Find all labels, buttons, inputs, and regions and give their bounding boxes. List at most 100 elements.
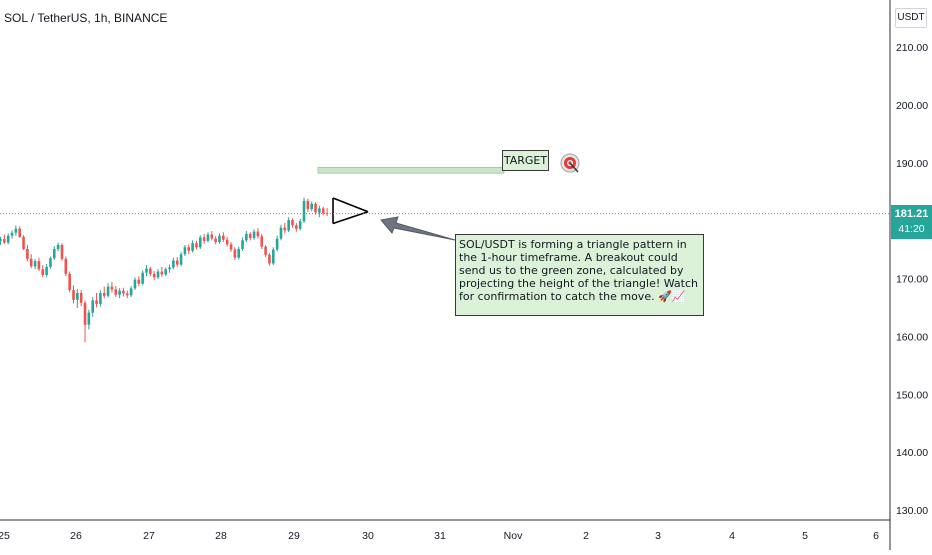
candle-body <box>222 235 225 240</box>
candle-body <box>76 292 79 300</box>
y-tick-label: 170.00 <box>896 274 928 286</box>
x-tick-label: 30 <box>362 530 374 542</box>
triangle-lower-line <box>332 211 369 225</box>
candle-body <box>122 290 125 294</box>
candle-body <box>99 292 102 304</box>
candle-body <box>318 208 321 213</box>
candle-body <box>60 244 64 259</box>
y-tick-label: 140.00 <box>896 447 928 459</box>
x-tick-label: 27 <box>143 530 155 542</box>
candle-body <box>149 268 152 274</box>
y-tick-label: 200.00 <box>896 100 928 112</box>
candle-body <box>129 288 133 296</box>
candle-body <box>52 248 56 259</box>
candles-layer <box>0 197 329 343</box>
x-tick-label: 26 <box>70 530 82 542</box>
candle-body <box>245 233 248 241</box>
candle-body <box>202 237 206 241</box>
candle-body <box>56 244 60 249</box>
candle-body <box>141 272 144 284</box>
y-tick-label: 160.00 <box>896 331 928 343</box>
x-tick-label: Nov <box>504 530 523 542</box>
analysis-callout[interactable]: SOL/USDT is forming a triangle pattern i… <box>455 234 704 316</box>
time-axis[interactable]: 25 26 27 28 29 30 31 Nov 2 3 4 5 6 <box>0 519 890 542</box>
candle-body <box>118 290 121 295</box>
candle-body <box>72 290 75 300</box>
candle-body <box>225 239 229 245</box>
x-tick-label: 29 <box>288 530 300 542</box>
candle-body <box>183 247 187 255</box>
candle-body <box>314 203 317 213</box>
y-tick-label: 130.00 <box>896 505 928 517</box>
candle-body <box>302 200 306 222</box>
candle-body <box>18 228 22 237</box>
x-tick-label: 2 <box>583 530 589 542</box>
candle-body <box>87 312 91 325</box>
candle-body <box>248 233 252 238</box>
candle-body <box>102 292 106 296</box>
candle-body <box>106 286 110 296</box>
candle-body <box>45 266 48 276</box>
candle-body <box>49 258 52 267</box>
x-tick-label: 4 <box>729 530 735 542</box>
target-label[interactable]: TARGET <box>502 150 549 171</box>
candle-body <box>275 238 279 250</box>
x-tick-label: 6 <box>873 530 879 542</box>
candle-body <box>37 261 41 270</box>
candle-body <box>26 248 29 259</box>
candle-body <box>210 234 214 239</box>
y-tick-label: 190.00 <box>896 158 928 170</box>
candle-body <box>268 254 271 264</box>
candle-body <box>214 238 217 243</box>
symbol-title: SOL / TetherUS, 1h, BINANCE <box>4 11 168 25</box>
candle-body <box>191 243 194 251</box>
candle-body <box>241 240 244 249</box>
bar-countdown-label: 41:20 <box>898 223 925 235</box>
candle-body <box>287 220 290 231</box>
arrow-shape <box>380 216 456 241</box>
candle-body <box>218 235 221 243</box>
candle-body <box>198 237 202 248</box>
candle-body <box>271 249 275 264</box>
target-zone <box>317 167 505 174</box>
candle-body <box>298 221 302 229</box>
candle-body <box>83 302 87 325</box>
candle-body <box>110 286 114 290</box>
candle-body <box>187 247 191 251</box>
candle-body <box>252 231 256 238</box>
candle-body <box>175 260 179 265</box>
candle-body <box>206 234 210 241</box>
candle-body <box>6 235 10 243</box>
current-price-tag: 181.21 41:20 <box>891 205 932 239</box>
candle-body <box>114 289 118 295</box>
candle-body <box>41 269 45 276</box>
candle-body <box>291 220 294 226</box>
candle-body <box>295 225 298 229</box>
arrow-left-icon <box>380 216 456 241</box>
candle-body <box>260 236 264 247</box>
x-tick-label: 25 <box>0 530 10 542</box>
x-tick-label: 5 <box>802 530 808 542</box>
candle-body <box>160 271 164 275</box>
candle-body <box>310 203 314 210</box>
candle-body <box>152 273 156 278</box>
candle-body <box>79 292 83 303</box>
candle-body <box>145 268 148 273</box>
candle-body <box>237 248 241 258</box>
candle-body <box>125 293 129 296</box>
y-tick-label: 150.00 <box>896 389 928 401</box>
candle-body <box>64 258 68 274</box>
triangle-upper-line <box>332 197 369 213</box>
candle-body <box>22 236 25 249</box>
current-price-label: 181.21 <box>894 208 929 220</box>
candle-body <box>179 254 183 265</box>
currency-unit-button[interactable]: USDT <box>895 8 927 28</box>
candle-body <box>133 279 137 289</box>
y-tick-label: 210.00 <box>896 42 928 54</box>
candle-body <box>321 208 325 214</box>
candle-body <box>33 261 37 267</box>
candle-body <box>68 273 71 291</box>
